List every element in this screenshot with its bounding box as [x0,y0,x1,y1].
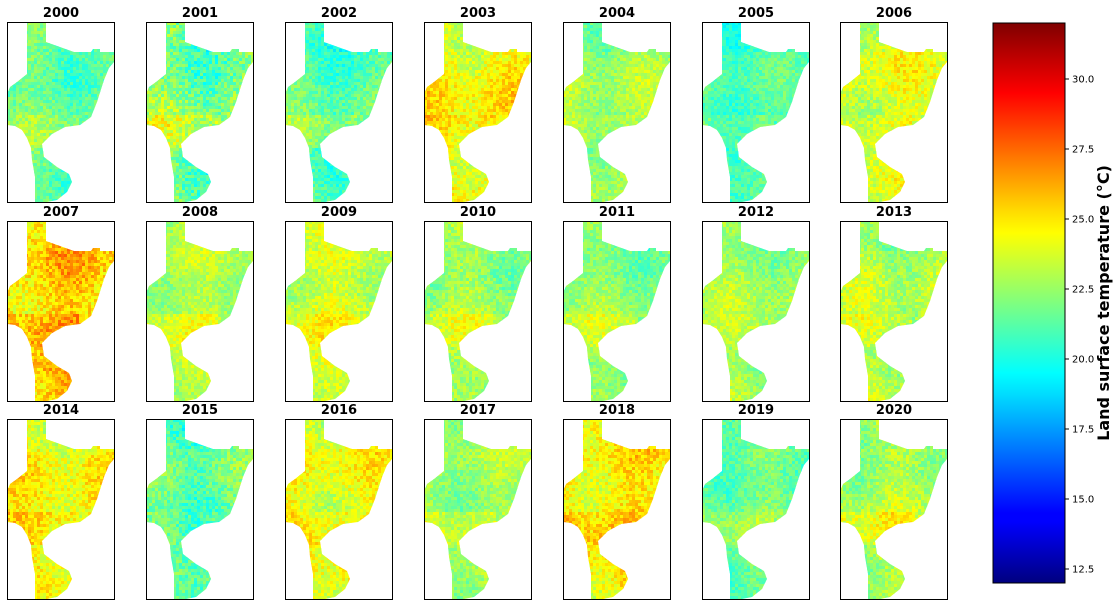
panel-frame [563,221,671,402]
map-panel-2014: 2014 [7,403,115,600]
map-panel-2006: 2006 [840,6,948,203]
panel-frame [424,419,532,600]
map-panel-2008: 2008 [146,205,254,402]
colorbar-tick-label: 27.5 [1072,145,1094,156]
map-panel-2007: 2007 [7,205,115,402]
panel-frame [702,22,810,203]
panel-frame [840,22,948,203]
colorbar-tick-label: 20.0 [1072,355,1094,366]
map-panel-2011: 2011 [563,205,671,402]
panel-frame [424,221,532,402]
panel-year-title: 2002 [321,6,357,21]
panel-frame [702,419,810,600]
colorbar-tick-label: 12.5 [1072,565,1094,576]
panel-frame [702,221,810,402]
panel-frame [424,22,532,203]
panel-frame [840,221,948,402]
map-panel-2004: 2004 [563,6,671,203]
colorbar-tick-label: 25.0 [1072,215,1094,226]
panel-frame [285,419,393,600]
panel-frame [840,419,948,600]
panel-frame [7,221,115,402]
panel-year-title: 2020 [876,403,912,418]
map-panels: 2000 2001 2002 2003 2004 2005 2006 2007 2008 2009… [7,6,948,600]
colorbar-tick-label: 15.0 [1072,495,1094,506]
map-panel-2009: 2009 [285,205,393,402]
panel-year-title: 2003 [460,6,496,21]
map-panel-2013: 2013 [840,205,948,402]
map-panel-2018: 2018 [563,403,671,600]
panel-year-title: 2019 [738,403,774,418]
panel-frame [146,22,254,203]
panel-year-title: 2009 [321,205,357,220]
panel-year-title: 2001 [182,6,218,21]
panel-year-title: 2008 [182,205,218,220]
panel-frame [146,419,254,600]
panel-frame [563,419,671,600]
panel-year-title: 2016 [321,403,357,418]
colorbar-tick-label: 17.5 [1072,425,1094,436]
panel-frame [563,22,671,203]
colorbar-tick-label: 22.5 [1072,285,1094,296]
panel-frame [285,22,393,203]
panel-year-title: 2007 [43,205,79,220]
panel-year-title: 2012 [738,205,774,220]
panel-year-title: 2000 [43,6,79,21]
panel-year-title: 2017 [460,403,496,418]
map-panel-2005: 2005 [702,6,810,203]
colorbar: 12.5 15.0 17.5 20.0 22.5 25.0 27.5 30.0 Land sur… [992,22,1113,584]
map-panel-2020: 2020 [840,403,948,600]
panel-year-title: 2011 [599,205,635,220]
colorbar-tick-label: 30.0 [1072,75,1094,86]
map-panel-2019: 2019 [702,403,810,600]
panel-frame [285,221,393,402]
colorbar-label: Land surface temperature (°C) [1094,165,1113,441]
map-panel-2016: 2016 [285,403,393,600]
panel-year-title: 2004 [599,6,635,21]
map-panel-2015: 2015 [146,403,254,600]
panel-year-title: 2014 [43,403,79,418]
map-panel-2002: 2002 [285,6,393,203]
map-panel-2000: 2000 [7,6,115,203]
panel-frame [7,22,115,203]
panel-year-title: 2013 [876,205,912,220]
panel-year-title: 2018 [599,403,635,418]
panel-frame [146,221,254,402]
map-panel-2003: 2003 [424,6,532,203]
map-panel-2017: 2017 [424,403,532,600]
panel-year-title: 2005 [738,6,774,21]
panel-year-title: 2015 [182,403,218,418]
panel-year-title: 2010 [460,205,496,220]
map-panel-2012: 2012 [702,205,810,402]
map-panel-2001: 2001 [146,6,254,203]
panel-year-title: 2006 [876,6,912,21]
map-panel-2010: 2010 [424,205,532,402]
panel-frame [7,419,115,600]
colorbar-gradient [992,22,1066,584]
